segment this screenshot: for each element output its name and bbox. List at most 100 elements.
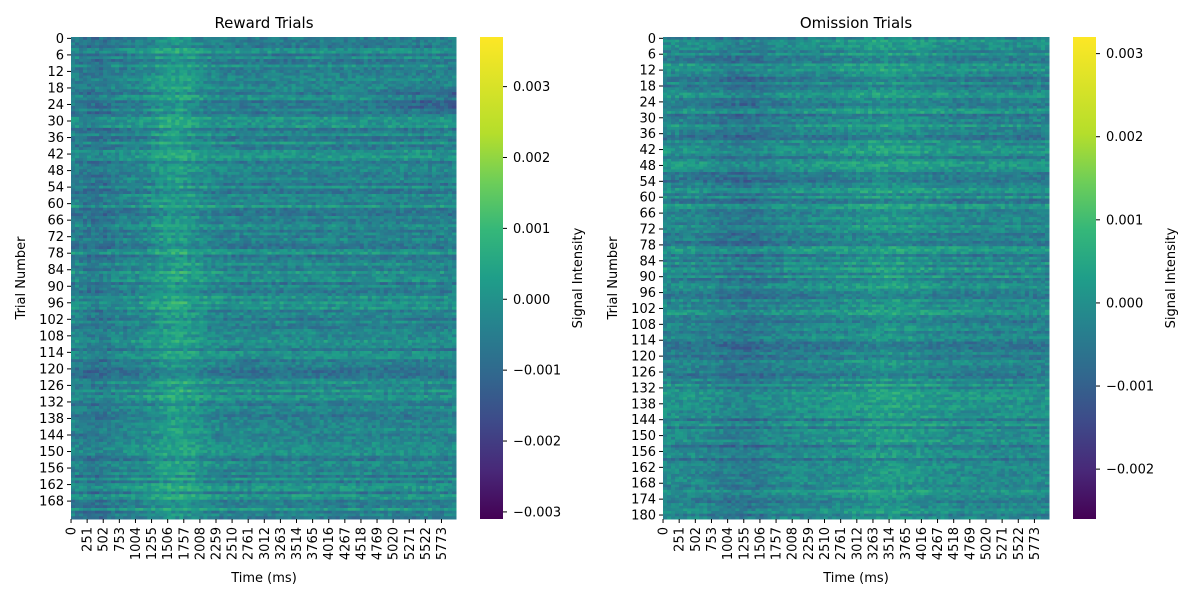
heatmap-cell [315, 89, 321, 93]
heatmap-cell [187, 48, 192, 52]
heatmap-cell [335, 89, 341, 93]
heatmap-cell [131, 53, 136, 57]
heatmap-cell [75, 42, 80, 46]
heatmap-cell [403, 70, 409, 74]
heatmap-cell [307, 45, 313, 49]
heatmap-cell [131, 94, 136, 99]
heatmap-cell [307, 89, 313, 93]
heatmap-cell [319, 45, 325, 49]
heatmap-cell [267, 45, 273, 49]
heatmap-cell [295, 37, 301, 41]
heatmap-cell [419, 61, 425, 66]
heatmap-cell [247, 89, 252, 93]
heatmap-cell [159, 59, 164, 63]
heatmap-cell [239, 53, 244, 57]
heatmap-cell [431, 75, 437, 79]
heatmap-cell [203, 78, 208, 82]
heatmap-cell [399, 89, 405, 93]
heatmap-cell [115, 89, 120, 93]
heatmap-cell [335, 75, 341, 79]
heatmap-cell [263, 53, 269, 57]
heatmap-cell [243, 92, 248, 96]
heatmap-cell [427, 81, 433, 85]
heatmap-cell [391, 67, 397, 71]
heatmap-cell [395, 64, 401, 68]
heatmap-cell [143, 67, 148, 71]
heatmap-cell [135, 83, 140, 88]
heatmap-cell [359, 39, 365, 43]
heatmap-cell [151, 75, 156, 79]
heatmap-cell [139, 86, 144, 90]
heatmap-cell [211, 45, 216, 49]
heatmap-cell [323, 70, 329, 74]
heatmap-cell [211, 42, 216, 46]
heatmap-cell [447, 53, 453, 57]
heatmap-cell [283, 86, 289, 90]
heatmap-cell [283, 78, 289, 82]
heatmap-cell [87, 64, 92, 68]
heatmap-cell [323, 67, 329, 71]
heatmap-cell [103, 61, 108, 66]
heatmap-cell [299, 61, 305, 66]
heatmap-cell [383, 61, 389, 66]
heatmap-cell [131, 89, 136, 93]
heatmap-cell [99, 81, 104, 85]
heatmap-cell [259, 81, 264, 85]
heatmap-cell [379, 78, 385, 82]
heatmap-cell [159, 78, 164, 82]
heatmap-cell [179, 78, 184, 82]
heatmap-cell [443, 92, 449, 96]
heatmap-cell [351, 75, 357, 79]
heatmap-cell [135, 59, 140, 63]
heatmap-cell [199, 67, 204, 71]
heatmap-cell [107, 61, 112, 66]
heatmap-cell [339, 37, 345, 41]
heatmap-cell [175, 37, 180, 41]
heatmap-cell [411, 53, 417, 57]
heatmap-cell [435, 78, 441, 82]
heatmap-cell [87, 81, 92, 85]
heatmap-cell [83, 56, 88, 60]
heatmap-cell [355, 72, 361, 77]
heatmap-cell [171, 94, 176, 99]
heatmap-cell [427, 37, 433, 41]
heatmap-cell [427, 59, 433, 63]
heatmap-cell [287, 39, 293, 43]
heatmap-cell [403, 39, 409, 43]
heatmap-cell [207, 42, 212, 46]
heatmap-cell [107, 72, 112, 77]
heatmap-cell [359, 92, 365, 96]
heatmap-cell [443, 78, 449, 82]
heatmap-cell [151, 50, 156, 55]
heatmap-cell [267, 81, 273, 85]
heatmap-cell [139, 37, 144, 41]
heatmap-cell [383, 72, 389, 77]
heatmap-cell [147, 83, 152, 88]
heatmap-cell [371, 81, 377, 85]
heatmap-cell [347, 45, 353, 49]
heatmap-cell [375, 72, 381, 77]
heatmap-cell [379, 48, 385, 52]
heatmap-cell [327, 50, 333, 55]
heatmap-cell [443, 59, 449, 63]
heatmap-cell [263, 94, 269, 99]
heatmap-cell [259, 45, 264, 49]
heatmap-cell [155, 81, 160, 85]
heatmap-cell [243, 48, 248, 52]
heatmap-cell [371, 67, 377, 71]
heatmap-cell [279, 56, 285, 60]
heatmap-cell [343, 81, 349, 85]
heatmap-cell [315, 59, 321, 63]
heatmap-cell [83, 53, 88, 57]
heatmap-cell [335, 78, 341, 82]
heatmap-cell [383, 67, 389, 71]
heatmap-cell [291, 50, 297, 55]
heatmap-cell [163, 81, 168, 85]
heatmap-cell [219, 42, 224, 46]
heatmap-cell [335, 86, 341, 90]
heatmap-cell [383, 75, 389, 79]
heatmap-cell [139, 67, 144, 71]
heatmap-cell [383, 42, 389, 46]
heatmap-cell [215, 39, 220, 43]
heatmap-cell [231, 72, 236, 77]
